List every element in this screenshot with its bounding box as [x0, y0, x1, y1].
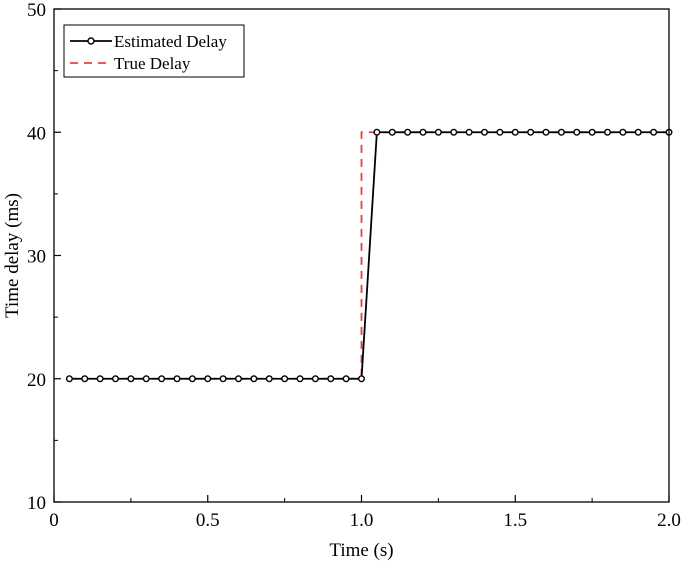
data-point-estimated-delay	[588, 128, 596, 136]
data-point-estimated-delay	[373, 128, 381, 136]
data-point-estimated-delay	[450, 128, 458, 136]
data-point-estimated-delay	[327, 375, 335, 383]
x-tick-label: 0	[49, 510, 59, 531]
legend-label-true-delay: True Delay	[114, 54, 191, 73]
data-point-estimated-delay	[296, 375, 304, 383]
data-point-estimated-delay	[188, 375, 196, 383]
data-point-estimated-delay	[434, 128, 442, 136]
data-point-estimated-delay	[81, 375, 89, 383]
x-tick-label: 0.5	[196, 510, 220, 531]
data-point-estimated-delay	[204, 375, 212, 383]
data-point-estimated-delay	[388, 128, 396, 136]
data-point-estimated-delay	[358, 375, 366, 383]
series-line-estimated-delay	[69, 131, 669, 380]
data-point-estimated-delay	[96, 375, 104, 383]
legend: Estimated Delay True Delay	[63, 24, 245, 78]
data-point-estimated-delay	[619, 128, 627, 136]
x-tick-label: 1.0	[350, 510, 374, 531]
data-point-estimated-delay	[496, 128, 504, 136]
data-point-estimated-delay	[65, 375, 73, 383]
x-tick-label: 1.5	[503, 510, 527, 531]
y-axis-title: Time delay (ms)	[2, 193, 23, 318]
x-axis-title: Time (s)	[329, 540, 393, 561]
data-point-estimated-delay	[511, 128, 519, 136]
y-tick-label: 50	[27, 0, 46, 21]
data-point-estimated-delay	[419, 128, 427, 136]
data-point-estimated-delay	[465, 128, 473, 136]
data-point-estimated-delay	[234, 375, 242, 383]
data-point-estimated-delay	[265, 375, 273, 383]
y-tick-label: 40	[27, 123, 46, 144]
data-point-estimated-delay	[604, 128, 612, 136]
data-point-estimated-delay	[404, 128, 412, 136]
data-point-estimated-delay	[481, 128, 489, 136]
legend-marker-estimated-delay	[87, 37, 95, 45]
data-point-estimated-delay	[111, 375, 119, 383]
legend-box	[63, 24, 245, 78]
data-point-estimated-delay	[634, 128, 642, 136]
data-point-estimated-delay	[281, 375, 289, 383]
data-point-estimated-delay	[142, 375, 150, 383]
data-point-estimated-delay	[173, 375, 181, 383]
data-point-estimated-delay	[650, 128, 658, 136]
data-point-estimated-delay	[342, 375, 350, 383]
data-point-estimated-delay	[573, 128, 581, 136]
data-point-estimated-delay	[311, 375, 319, 383]
x-tick-label: 2.0	[657, 510, 681, 531]
plot-frame	[53, 8, 670, 503]
data-point-estimated-delay	[127, 375, 135, 383]
legend-label-estimated-delay: Estimated Delay	[114, 32, 227, 51]
data-point-estimated-delay	[542, 128, 550, 136]
data-point-estimated-delay	[158, 375, 166, 383]
y-tick-label: 20	[27, 370, 46, 391]
data-point-estimated-delay	[527, 128, 535, 136]
data-point-estimated-delay	[219, 375, 227, 383]
y-tick-label: 10	[27, 493, 46, 514]
data-point-estimated-delay	[250, 375, 258, 383]
axis-ticks: 0 0.5 1.0 1.5 2.0 10 20 30 40 50	[27, 0, 681, 531]
plot-marks	[65, 128, 673, 383]
y-tick-label: 30	[27, 247, 46, 268]
data-point-estimated-delay	[557, 128, 565, 136]
